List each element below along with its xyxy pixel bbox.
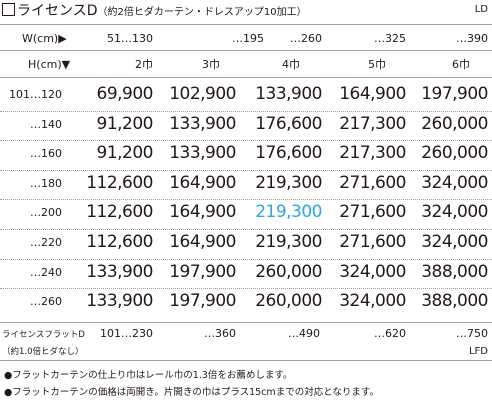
price-cell: 133,900: [86, 261, 153, 282]
price-cell: 164,900: [169, 172, 236, 193]
panel-count: 6巾: [452, 58, 470, 71]
divider: [0, 322, 492, 323]
width-range: …260: [290, 32, 322, 45]
title-sub: （約2倍ヒダカーテン・ドレスアップ10加工）: [97, 7, 307, 18]
panel-count: 2巾: [135, 58, 153, 71]
price-cell: 260,000: [421, 143, 488, 164]
title-main: ライセンスD: [17, 3, 98, 19]
row-height-label: …180: [30, 176, 62, 190]
price-cell: 388,000: [421, 261, 488, 282]
price-cell: 324,000: [421, 232, 488, 252]
row-divider: [0, 288, 492, 290]
width-range: 51…130: [107, 32, 153, 45]
table-title: ライセンスD（約2倍ヒダカーテン・ドレスアップ10加工）: [2, 2, 307, 22]
price-cell: 102,900: [169, 84, 236, 104]
divider: [0, 77, 492, 78]
row-height-label: …260: [30, 295, 62, 309]
row-divider: [0, 258, 492, 260]
row-height-label: …240: [30, 265, 62, 279]
price-cell: 260,000: [255, 261, 322, 282]
price-cell: 324,000: [339, 261, 406, 282]
panel-count: 4巾: [282, 58, 300, 71]
price-cell: 112,600: [86, 172, 153, 193]
checkbox-square-icon: [2, 3, 15, 16]
price-cell: 133,900: [169, 143, 236, 164]
row-divider: [0, 199, 492, 201]
row-divider: [0, 169, 492, 171]
price-cell: 197,900: [169, 291, 236, 312]
price-cell: 219,300: [255, 172, 322, 193]
price-cell: 112,600: [86, 202, 153, 223]
row-divider: [0, 229, 492, 230]
row-height-label: …160: [30, 147, 62, 161]
divider: [0, 50, 492, 51]
product-code: LD: [474, 4, 488, 15]
note-item: ●フラットカーテンの価格は両開き。片開きの巾はプラス15cmまでの対応となります…: [4, 387, 379, 398]
price-cell: 388,000: [421, 291, 488, 312]
price-cell: 133,900: [255, 84, 322, 104]
price-cell: 219,300: [255, 232, 322, 252]
flat-width: 101…230: [100, 327, 153, 340]
price-cell: 133,900: [169, 113, 236, 134]
note-item: ●フラットカーテンの仕上り巾はレール巾の1.3倍をお薦めします。: [4, 370, 293, 381]
width-label: W(cm)▶: [22, 32, 67, 45]
row-height-label: …140: [30, 117, 62, 131]
width-range: …195: [232, 32, 264, 45]
price-cell: 69,900: [96, 84, 154, 104]
price-cell: 164,900: [339, 84, 406, 104]
price-cell: 219,300: [255, 202, 322, 223]
price-cell: 260,000: [421, 113, 488, 134]
price-cell: 176,600: [255, 113, 322, 134]
price-cell: 91,200: [96, 143, 154, 164]
flat-code: LFD: [468, 346, 488, 357]
price-cell: 197,900: [169, 261, 236, 282]
price-cell: 133,900: [86, 291, 153, 312]
row-divider: [0, 140, 492, 142]
price-cell: 324,000: [339, 291, 406, 312]
price-cell: 91,200: [96, 113, 154, 134]
flat-width: …750: [456, 327, 488, 340]
divider: [0, 24, 492, 25]
price-cell: 324,000: [421, 202, 488, 223]
price-cell: 164,900: [169, 232, 236, 252]
flat-width: …620: [374, 327, 406, 340]
price-cell: 271,600: [339, 202, 406, 223]
row-divider: [0, 110, 492, 112]
price-cell: 164,900: [169, 202, 236, 223]
flat-width: …490: [288, 327, 320, 340]
panel-count: 3巾: [202, 58, 220, 71]
flat-label: ライセンスフラットD: [2, 330, 85, 340]
price-cell: 197,900: [421, 84, 488, 104]
price-cell: 176,600: [255, 143, 322, 164]
price-cell: 112,600: [86, 232, 153, 252]
divider: [0, 360, 492, 361]
price-cell: 324,000: [421, 172, 488, 193]
price-cell: 271,600: [339, 232, 406, 252]
flat-width: …360: [204, 327, 236, 340]
flat-sublabel: （約1.0倍ヒダなし）: [2, 347, 84, 357]
row-height-label: 101…120: [9, 88, 62, 101]
price-cell: 271,600: [339, 172, 406, 193]
price-cell: 260,000: [255, 291, 322, 312]
row-height-label: …220: [30, 236, 62, 249]
width-range: …390: [456, 32, 488, 45]
price-cell: 217,300: [339, 113, 406, 134]
width-range: …325: [374, 32, 406, 45]
panel-count: 5巾: [368, 58, 386, 71]
height-label: H(cm)▼: [28, 58, 71, 71]
row-height-label: …200: [30, 206, 62, 220]
price-cell: 217,300: [339, 143, 406, 164]
